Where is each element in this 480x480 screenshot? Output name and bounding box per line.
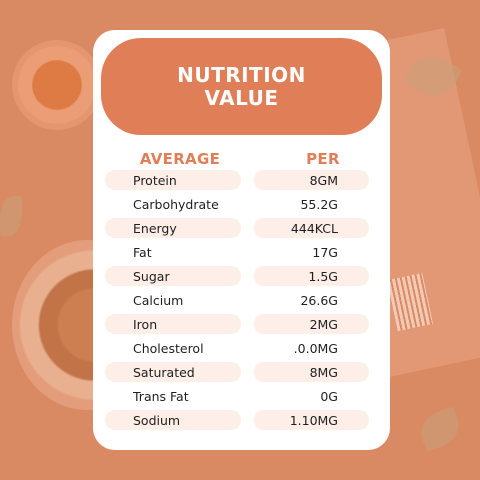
nutrient-row: Fat 17G [105,242,369,262]
nutrient-value: 55.2G [300,196,338,212]
nutrient-name: Sodium [133,412,181,428]
nutrient-value: 2MG [309,316,338,332]
nutrient-name: Iron [133,316,158,332]
nutrient-name: Cholesterol [133,340,204,356]
nutrient-row: Energy 444KCL [105,218,369,238]
nutrient-row: Calcium 26.6G [105,290,369,310]
nutrient-value: .0.0MG [293,340,338,356]
nutrient-row: Cholesterol .0.0MG [105,338,369,358]
nutrient-name: Calcium [133,292,184,308]
nutrient-value: 26.6G [300,292,338,308]
nutrition-title: NUTRITION VALUE [177,62,306,110]
nutrient-value: 0G [320,388,338,404]
nutrient-row: Protein 8GM [105,170,369,190]
nutrient-row: Sodium 1.10MG [105,410,369,430]
nutrient-name: Fat [133,244,152,260]
nutrient-value: 1.10MG [289,412,338,428]
nutrient-row: Carbohydrate 55.2G [105,194,369,214]
nutrient-value: 8GM [309,172,338,188]
nutrient-value: 1.5G [308,268,338,284]
nutrient-name: Sugar [133,268,170,284]
nutrient-value: 444KCL [290,220,338,236]
nutrient-name: Energy [133,220,177,236]
nutrient-row: Saturated 8MG [105,362,369,382]
nutrient-row: Trans Fat 0G [105,386,369,406]
title-banner: NUTRITION VALUE [101,38,382,135]
sauce-bowl-image [12,40,102,130]
leaf-image [415,406,465,452]
nutrient-name: Trans Fat [133,388,189,404]
leaf-image [0,196,22,236]
nutrition-card: NUTRITION VALUE AVERAGE QUANTITIES PER 1… [93,30,390,450]
nutrient-value: 8MG [309,364,338,380]
nutrient-name: Protein [133,172,177,188]
nutrient-row: Iron 2MG [105,314,369,334]
nutrient-name: Carbohydrate [133,196,219,212]
nutrient-name: Saturated [133,364,195,380]
nutrient-value: 17G [312,244,338,260]
nutrient-row: Sugar 1.5G [105,266,369,286]
